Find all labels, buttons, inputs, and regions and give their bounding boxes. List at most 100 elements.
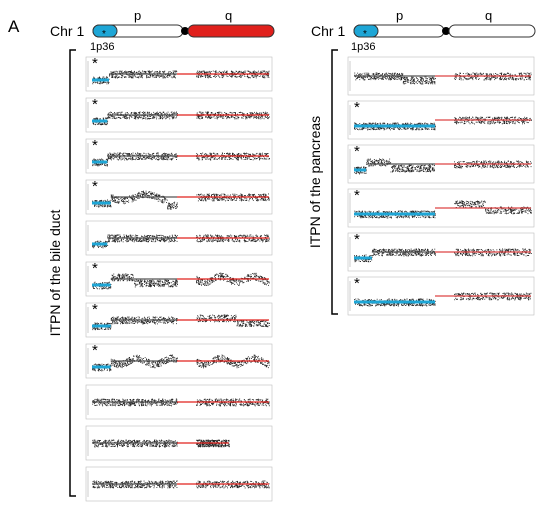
cnv-dot bbox=[258, 71, 259, 72]
cnv-dot bbox=[211, 154, 212, 155]
cnv-dot bbox=[155, 159, 156, 160]
cnv-dot bbox=[227, 235, 228, 236]
cnv-dot bbox=[170, 236, 171, 237]
cnv-dot bbox=[250, 280, 251, 281]
cnv-dot bbox=[139, 239, 140, 240]
cnv-dot bbox=[250, 241, 251, 242]
cnv-dot bbox=[172, 77, 173, 78]
cnv-dot bbox=[249, 239, 250, 240]
cnv-dot bbox=[151, 281, 152, 282]
cnv-dot bbox=[94, 329, 95, 330]
cnv-dot bbox=[130, 236, 131, 237]
cnv-dot bbox=[170, 159, 171, 160]
cnv-dot bbox=[171, 77, 172, 78]
cnv-dot bbox=[207, 236, 208, 237]
cnv-dot bbox=[134, 118, 135, 119]
cnv-dot bbox=[175, 286, 176, 287]
cnv-dot bbox=[237, 284, 238, 285]
cnv-dot bbox=[121, 241, 122, 242]
cnv-dot bbox=[155, 322, 156, 323]
cnv-dot bbox=[216, 194, 217, 195]
cnv-dot bbox=[119, 154, 120, 155]
cnv-dot bbox=[103, 201, 104, 202]
cnv-dot bbox=[148, 286, 149, 287]
cnv-dot bbox=[266, 200, 267, 201]
cnv-dot bbox=[159, 199, 160, 200]
cnv-dot bbox=[230, 112, 231, 113]
cnv-dot bbox=[249, 154, 250, 155]
cnv-dot bbox=[174, 239, 175, 240]
cnv-dot bbox=[111, 235, 112, 236]
cnv-dot bbox=[239, 195, 240, 196]
cnv-dot bbox=[110, 118, 111, 119]
cnv-dot bbox=[111, 159, 112, 160]
cnv-dot bbox=[152, 198, 153, 199]
cnv-dot bbox=[265, 284, 266, 285]
cnv-dot bbox=[235, 118, 236, 119]
cnv-dot bbox=[248, 153, 249, 154]
cnv-dot bbox=[219, 157, 220, 158]
cnv-dot bbox=[100, 323, 101, 324]
cnv-dot bbox=[262, 154, 263, 155]
cnv-dot bbox=[143, 72, 144, 73]
cnv-dot bbox=[237, 154, 238, 155]
cnv-dot bbox=[166, 76, 167, 77]
cnv-dot bbox=[226, 118, 227, 119]
cnv-dot bbox=[95, 282, 96, 283]
cnv-dot bbox=[203, 195, 204, 196]
cnv-dot bbox=[104, 329, 105, 330]
cnv-dot bbox=[158, 113, 159, 114]
cnv-dot bbox=[236, 194, 237, 195]
cnv-dot bbox=[238, 153, 239, 154]
cnv-dot bbox=[223, 280, 224, 281]
cnv-dot bbox=[95, 323, 96, 324]
cnv-dot bbox=[211, 77, 212, 78]
cnv-track: * bbox=[86, 55, 272, 91]
cnv-dot bbox=[157, 317, 158, 318]
cnv-dot bbox=[134, 199, 135, 200]
cnv-dot bbox=[105, 124, 106, 125]
cnv-dot bbox=[165, 236, 166, 237]
cnv-dot bbox=[260, 195, 261, 196]
cnv-dot bbox=[250, 77, 251, 78]
cnv-dot bbox=[121, 317, 122, 318]
cnv-dot bbox=[162, 71, 163, 72]
cnv-dot bbox=[267, 199, 268, 200]
cnv-dot bbox=[160, 118, 161, 119]
cnv-dot bbox=[135, 114, 136, 115]
cnv-dot bbox=[106, 282, 107, 283]
cnv-dot bbox=[119, 241, 120, 242]
cnv-dot bbox=[123, 275, 124, 276]
cnv-dot bbox=[131, 198, 132, 199]
cnv-dot bbox=[145, 118, 146, 119]
cnv-dot bbox=[165, 198, 166, 199]
cnv-dot bbox=[147, 317, 148, 318]
cnv-dot bbox=[232, 116, 233, 117]
cnv-dot bbox=[209, 118, 210, 119]
cnv-dot bbox=[220, 199, 221, 200]
cnv-dot bbox=[263, 71, 264, 72]
cnv-dot bbox=[268, 75, 269, 76]
cnv-dot bbox=[106, 241, 107, 242]
cnv-dot bbox=[119, 153, 120, 154]
cnv-dot bbox=[174, 75, 175, 76]
cnv-dot bbox=[156, 75, 157, 76]
cnv-dot bbox=[226, 76, 227, 77]
cnv-dot bbox=[199, 235, 200, 236]
cnv-dot bbox=[151, 159, 152, 160]
cnv-dot bbox=[197, 118, 198, 119]
cnv-dot bbox=[159, 285, 160, 286]
cnv-dot bbox=[125, 240, 126, 241]
cnv-dot bbox=[134, 71, 135, 72]
cnv-dot bbox=[102, 164, 103, 165]
cnv-dot bbox=[217, 198, 218, 199]
cnv-dot bbox=[128, 240, 129, 241]
cnv-dot bbox=[124, 72, 125, 73]
cnv-dot bbox=[232, 280, 233, 281]
cnv-dot bbox=[205, 77, 206, 78]
cnv-dot bbox=[218, 194, 219, 195]
cnv-dot bbox=[130, 318, 131, 319]
cnv-dot bbox=[254, 158, 255, 159]
cnv-dot bbox=[207, 157, 208, 158]
cnv-dot bbox=[146, 76, 147, 77]
